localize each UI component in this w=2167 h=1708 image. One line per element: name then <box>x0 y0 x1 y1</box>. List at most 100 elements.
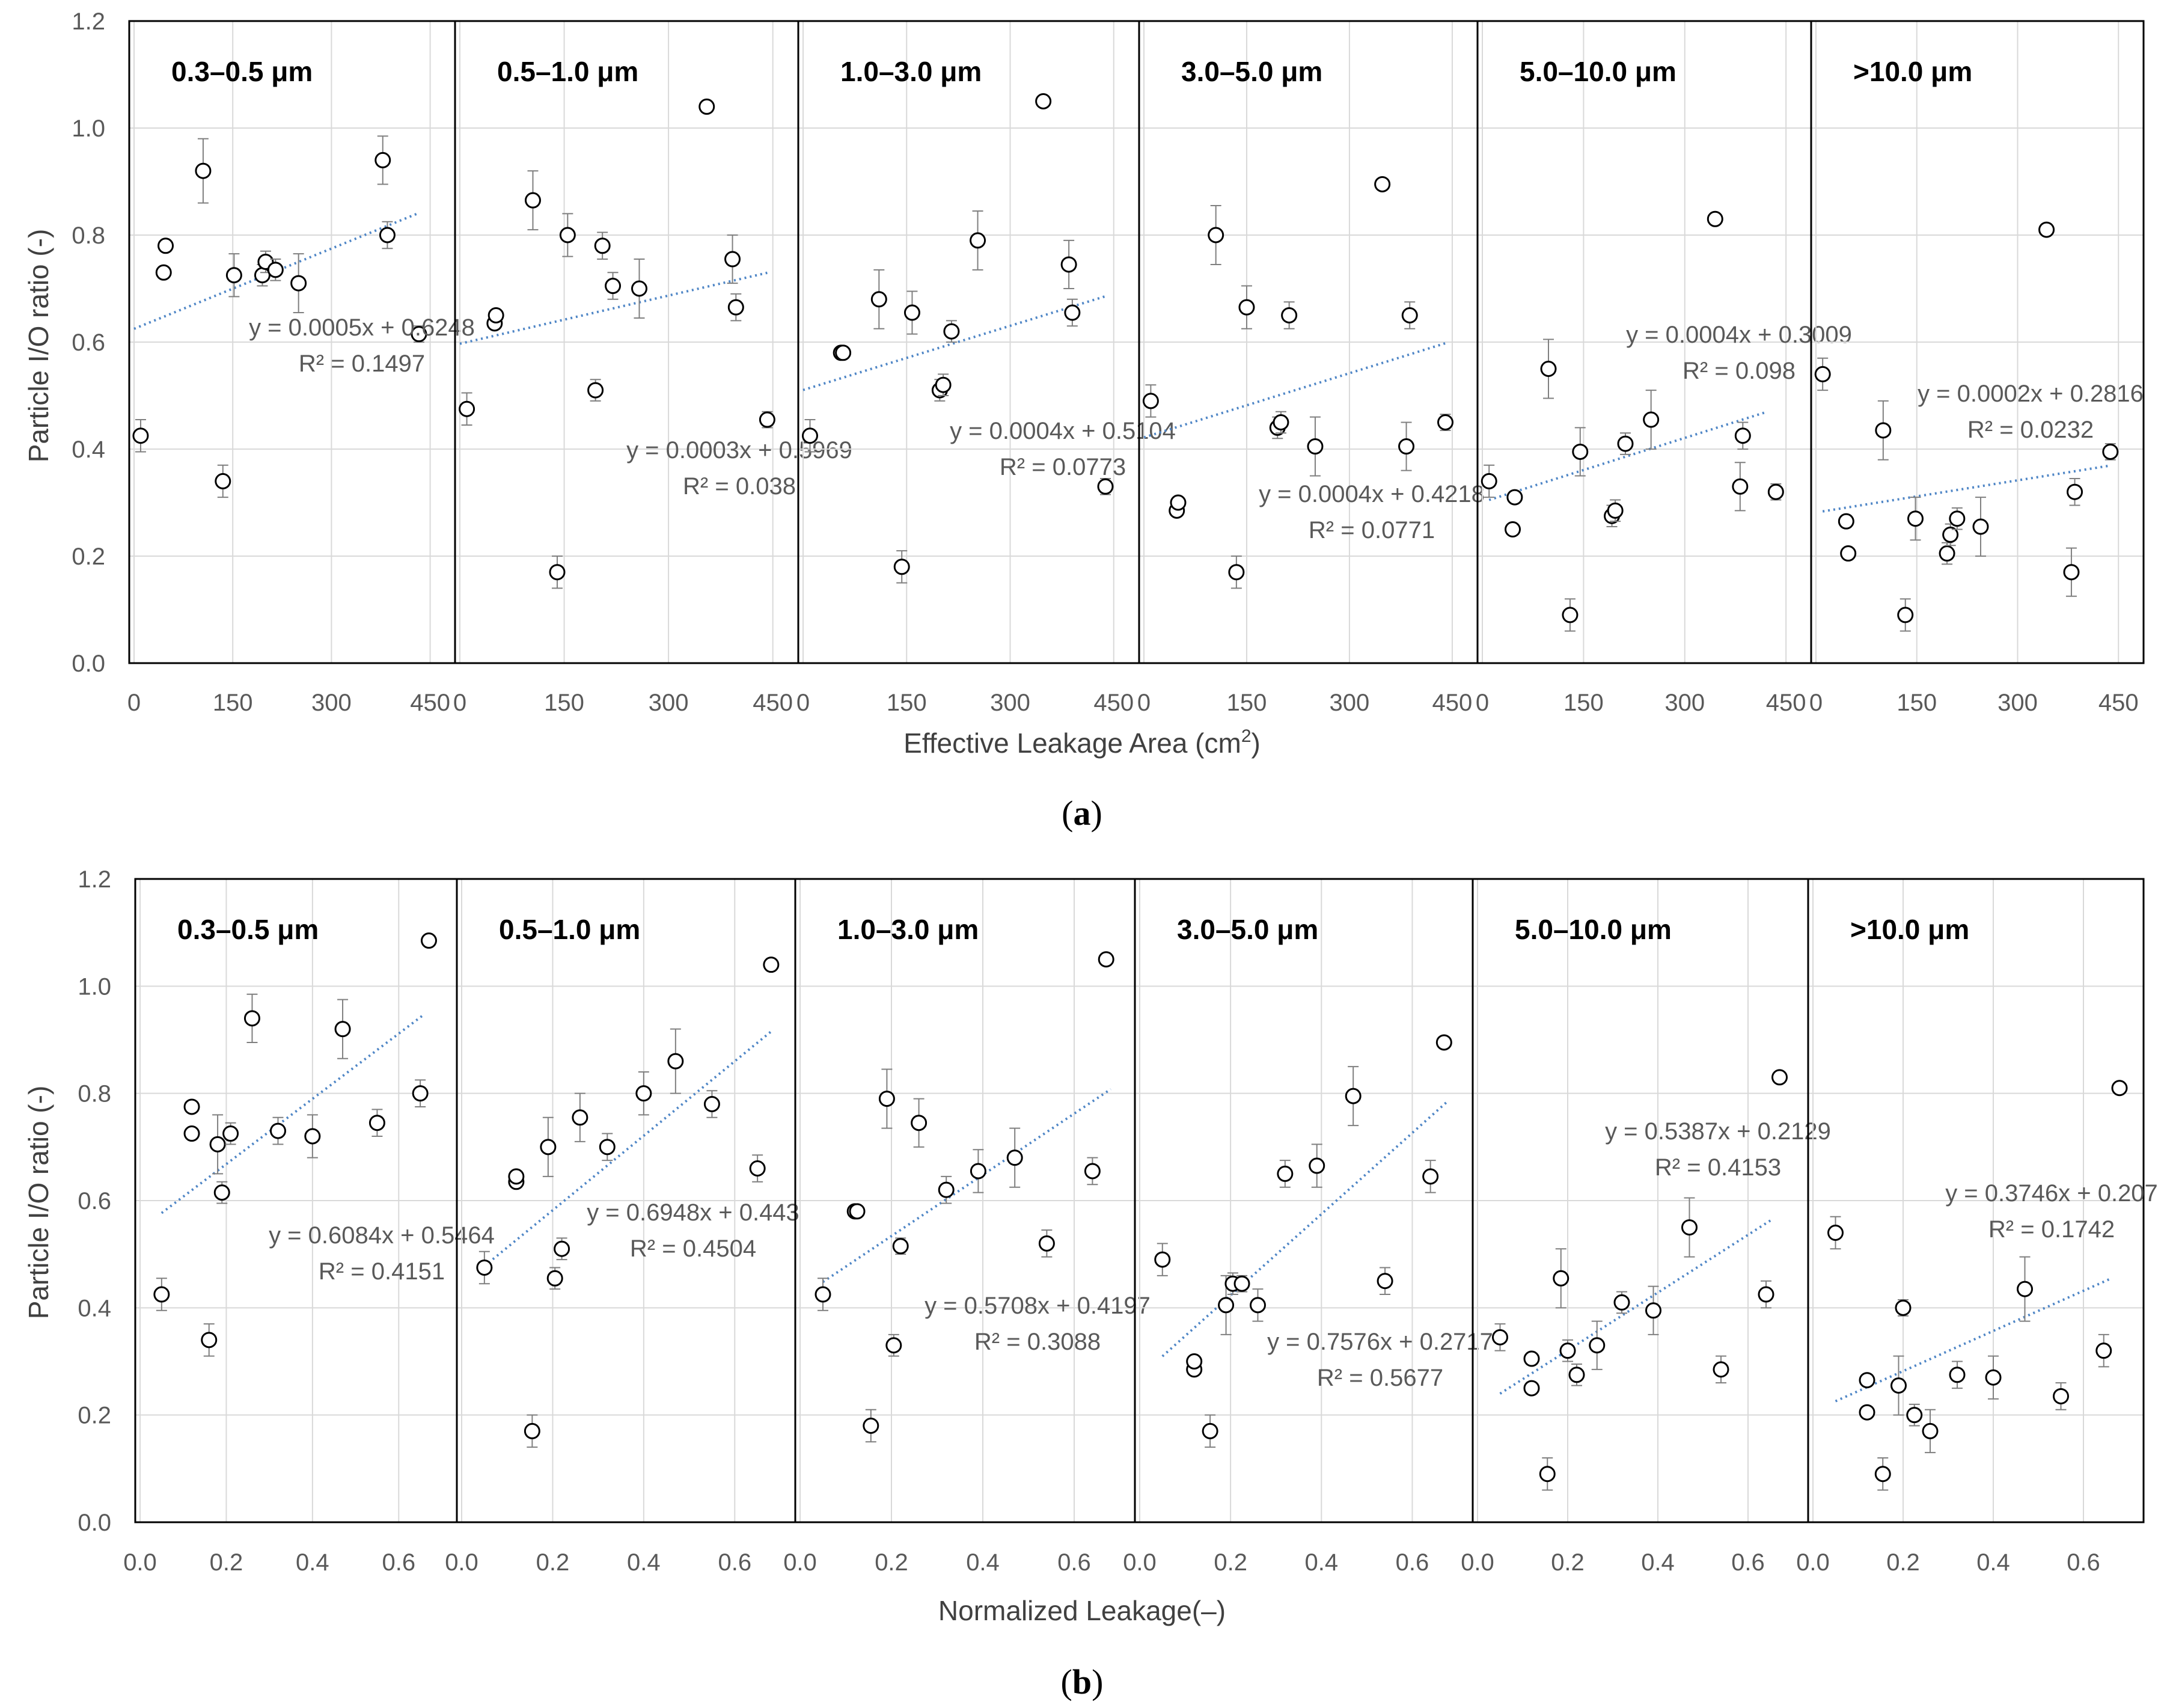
panel-title: 0.5–1.0 μm <box>499 914 640 945</box>
data-point <box>1942 526 1959 543</box>
data-point <box>1035 93 1052 109</box>
data-point <box>801 427 818 444</box>
data-point <box>368 1115 385 1131</box>
x-tick-label: 0.6 <box>382 1549 415 1576</box>
data-point <box>1838 513 1854 530</box>
data-point <box>1617 435 1634 452</box>
regression-equation: y = 0.0002x + 0.2816 <box>1918 381 2144 407</box>
data-point <box>1228 564 1245 581</box>
data-point <box>1540 361 1557 377</box>
trendline <box>1143 342 1446 439</box>
y-tick-label: 0.2 <box>72 543 105 570</box>
r-squared-label: R² = 0.0771 <box>1309 517 1435 543</box>
panel-title: 3.0–5.0 μm <box>1181 56 1322 87</box>
r-squared-label: R² = 0.1742 <box>1988 1216 2115 1243</box>
panel-title: >10.0 μm <box>1850 914 1969 945</box>
trendline <box>1835 1278 2111 1403</box>
data-point <box>183 1098 200 1115</box>
data-point <box>1273 414 1289 430</box>
data-point <box>1233 1275 1250 1292</box>
trendline <box>1161 1099 1450 1358</box>
data-point <box>267 262 284 278</box>
data-point <box>1906 1407 1923 1424</box>
panel-title: 1.0–3.0 μm <box>837 914 979 945</box>
x-tick-label: 300 <box>1997 690 2038 716</box>
trendline <box>483 1030 772 1267</box>
regression-equation: y = 0.0004x + 0.3009 <box>1626 322 1852 348</box>
x-tick-label: 0.4 <box>296 1549 329 1576</box>
chart-b-x-axis-title: Normalized Leakage(–) <box>938 1595 1226 1626</box>
data-point <box>943 323 960 340</box>
data-point <box>1859 1404 1875 1421</box>
x-tick-label: 0.0 <box>445 1549 478 1576</box>
y-tick-label: 0.6 <box>78 1188 111 1214</box>
data-point <box>1064 304 1081 321</box>
x-tick-label: 300 <box>649 690 689 716</box>
data-point <box>290 275 307 292</box>
y-tick-label: 0.8 <box>72 222 105 249</box>
data-point <box>572 1109 588 1126</box>
y-tick-label: 0.4 <box>72 436 105 463</box>
panel-3: 0 150 300 450 1.0–3.0 μm y = 0.0004x + 0.5104… <box>796 20 1176 716</box>
y-tick-label: 1.0 <box>72 115 105 142</box>
data-point <box>1277 1165 1294 1182</box>
data-point <box>1681 1219 1698 1236</box>
data-point <box>1435 1034 1452 1051</box>
panel-3: 0.0 0.2 0.4 0.6 1.0–3.0 μm y = 0.5708x + 0.41… <box>783 878 1151 1576</box>
data-point <box>1589 1337 1606 1354</box>
x-tick-label: 450 <box>1766 690 1806 716</box>
data-point <box>1939 545 1955 562</box>
x-tick-label: 0.4 <box>1304 1549 1338 1576</box>
data-point <box>1170 494 1187 511</box>
x-tick-label: 0 <box>127 690 141 716</box>
data-point <box>1840 545 1857 562</box>
data-point <box>201 1332 218 1348</box>
data-point <box>1249 1297 1266 1314</box>
panel-title: >10.0 μm <box>1853 56 1972 87</box>
data-point <box>379 227 396 243</box>
data-point <box>698 98 715 115</box>
data-point <box>635 1085 652 1102</box>
data-point <box>157 237 174 254</box>
x-tick-label: 150 <box>887 690 927 716</box>
chart-a-x-axis-title: Effective Leakage Area (cm2) <box>903 726 1261 759</box>
data-point <box>334 1021 351 1038</box>
data-point <box>412 1085 429 1102</box>
r-squared-label: R² = 0.038 <box>683 473 796 500</box>
data-point <box>1060 256 1077 273</box>
data-point <box>599 1139 616 1156</box>
regression-equation: y = 0.0005x + 0.6248 <box>249 314 475 341</box>
data-point <box>935 376 952 393</box>
r-squared-label: R² = 0.4151 <box>319 1258 445 1285</box>
x-tick-label: 0.4 <box>966 1549 1000 1576</box>
data-point <box>254 267 270 284</box>
data-point <box>1186 1353 1203 1370</box>
data-point <box>1895 1299 1912 1316</box>
y-tick-label: 0.4 <box>78 1295 111 1321</box>
data-point <box>1559 1342 1576 1359</box>
data-point <box>1492 1329 1508 1345</box>
data-point <box>1505 521 1521 537</box>
x-tick-label: 300 <box>311 690 352 716</box>
data-point <box>1949 1367 1966 1383</box>
data-point <box>849 1203 866 1220</box>
data-point <box>1607 502 1624 519</box>
x-tick-label: 0.2 <box>1886 1549 1920 1576</box>
data-point <box>749 1160 766 1177</box>
data-point <box>1734 427 1751 444</box>
data-point <box>815 1286 831 1303</box>
data-point <box>1707 210 1723 227</box>
data-point <box>1309 1157 1325 1174</box>
x-tick-label: 300 <box>1664 690 1705 716</box>
x-tick-label: 0.0 <box>123 1549 157 1576</box>
data-point <box>1713 1361 1729 1378</box>
data-point <box>374 152 391 168</box>
data-point <box>2063 564 2080 581</box>
data-point <box>1949 510 1966 527</box>
x-tick-label: 0 <box>1809 690 1823 716</box>
data-point <box>1572 443 1589 460</box>
data-point <box>153 1286 170 1303</box>
data-point <box>1281 307 1298 323</box>
data-point <box>1907 510 1924 527</box>
